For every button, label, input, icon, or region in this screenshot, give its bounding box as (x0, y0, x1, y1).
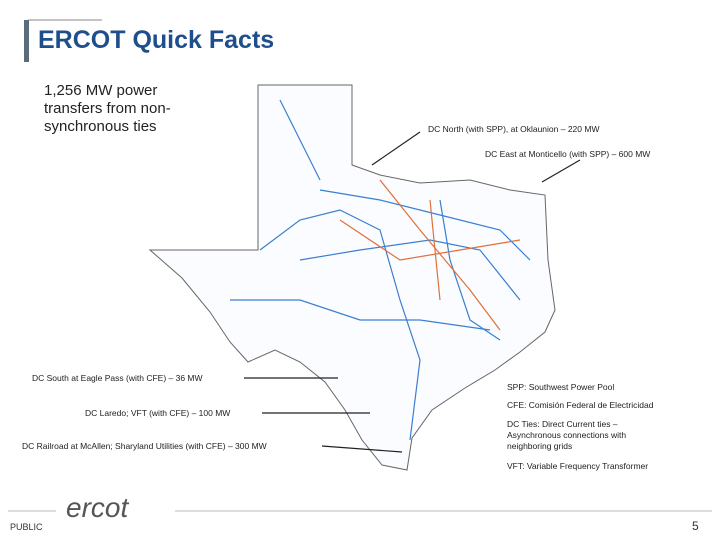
logo: ercot (66, 492, 129, 523)
arrow (541, 159, 581, 183)
tie-label: DC Laredo; VFT (with CFE) – 100 MW (85, 408, 231, 418)
texas-map (148, 84, 556, 471)
page-number: 5 (692, 519, 699, 533)
glossary-item: VFT: Variable Frequency Transformer (507, 461, 649, 471)
glossary-item: DC Ties: Direct Current ties – Asynchron… (507, 419, 627, 451)
title: ERCOT Quick Facts (38, 26, 275, 54)
arrow (371, 131, 421, 166)
classification: PUBLIC (10, 522, 43, 532)
tie-label: DC East at Monticello (with SPP) – 600 M… (485, 149, 651, 159)
arrows (244, 131, 581, 453)
glossary-item: CFE: Comisión Federal de Electricidad (507, 400, 654, 410)
tie-label: DC Railroad at McAllen; Sharyland Utilit… (22, 441, 267, 451)
tie-label: DC North (with SPP), at Oklaunion – 220 … (428, 124, 600, 134)
tie-label: DC South at Eagle Pass (with CFE) – 36 M… (32, 373, 203, 383)
transmission-lines-345kv (339, 179, 521, 331)
arrow (321, 445, 403, 453)
summary: 1,256 MW power transfers from non-synchr… (44, 82, 171, 135)
title-bar (24, 20, 29, 62)
glossary-item: SPP: Southwest Power Pool (507, 382, 615, 392)
transmission-lines (230, 99, 531, 441)
